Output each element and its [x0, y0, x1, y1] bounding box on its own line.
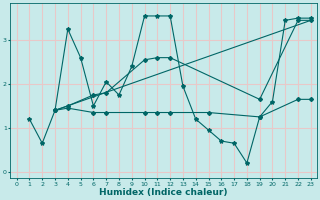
X-axis label: Humidex (Indice chaleur): Humidex (Indice chaleur)	[100, 188, 228, 197]
